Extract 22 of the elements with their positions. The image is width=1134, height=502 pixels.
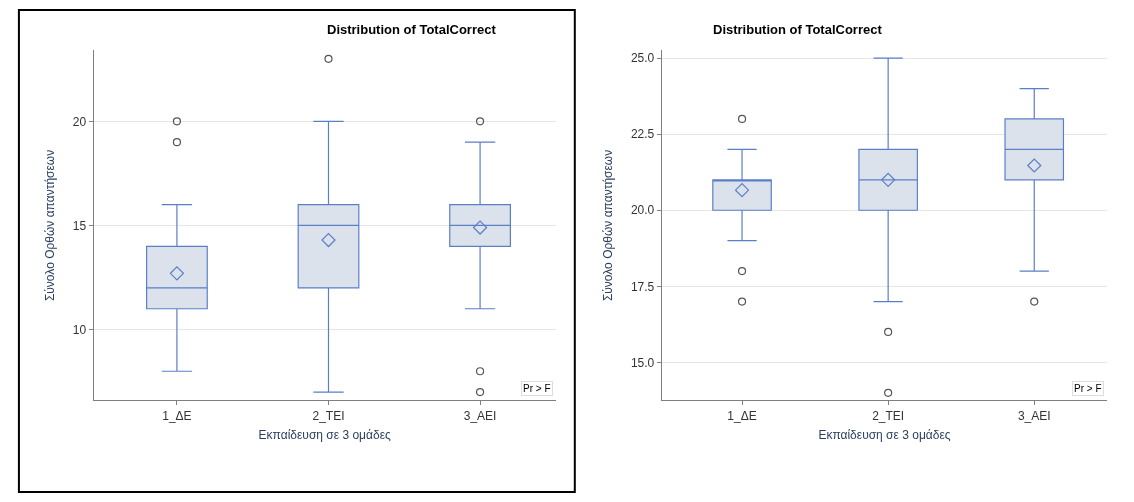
x-tick-label: 1_ΔΕ (727, 408, 757, 423)
y-tick-label: 15 (72, 218, 87, 233)
x-tick-label: 2_ΤΕΙ (872, 408, 905, 423)
x-axis-title: Εκπαίδευση σε 3 ομάδες (818, 427, 951, 442)
x-tick-label: 2_ΤΕΙ (312, 408, 345, 423)
y-axis-title: Σύνολο Ορθών απαντήσεων (601, 149, 616, 302)
chart-title: Distribution of TotalCorrect (327, 22, 497, 37)
x-tick-label: 3_ΑΕΙ (1017, 408, 1051, 423)
y-tick-label: 17.5 (630, 279, 655, 294)
y-tick-label: 15.0 (630, 355, 655, 370)
chart-title: Distribution of TotalCorrect (713, 22, 883, 37)
y-tick-label: 25.0 (630, 51, 655, 66)
y-tick-label: 20 (72, 114, 87, 129)
y-tick-label: 10 (72, 322, 87, 337)
x-tick-label: 1_ΔΕ (162, 408, 192, 423)
annotation: Pr > F (1074, 383, 1102, 394)
annotation: Pr > F (523, 383, 551, 394)
y-tick-label: 20.0 (630, 203, 655, 218)
x-axis-title: Εκπαίδευση σε 3 ομάδες (258, 427, 391, 442)
y-axis-title: Σύνολο Ορθών απαντήσεων (43, 149, 58, 302)
x-tick-label: 3_ΑΕΙ (463, 408, 497, 423)
y-tick-label: 22.5 (630, 127, 655, 142)
